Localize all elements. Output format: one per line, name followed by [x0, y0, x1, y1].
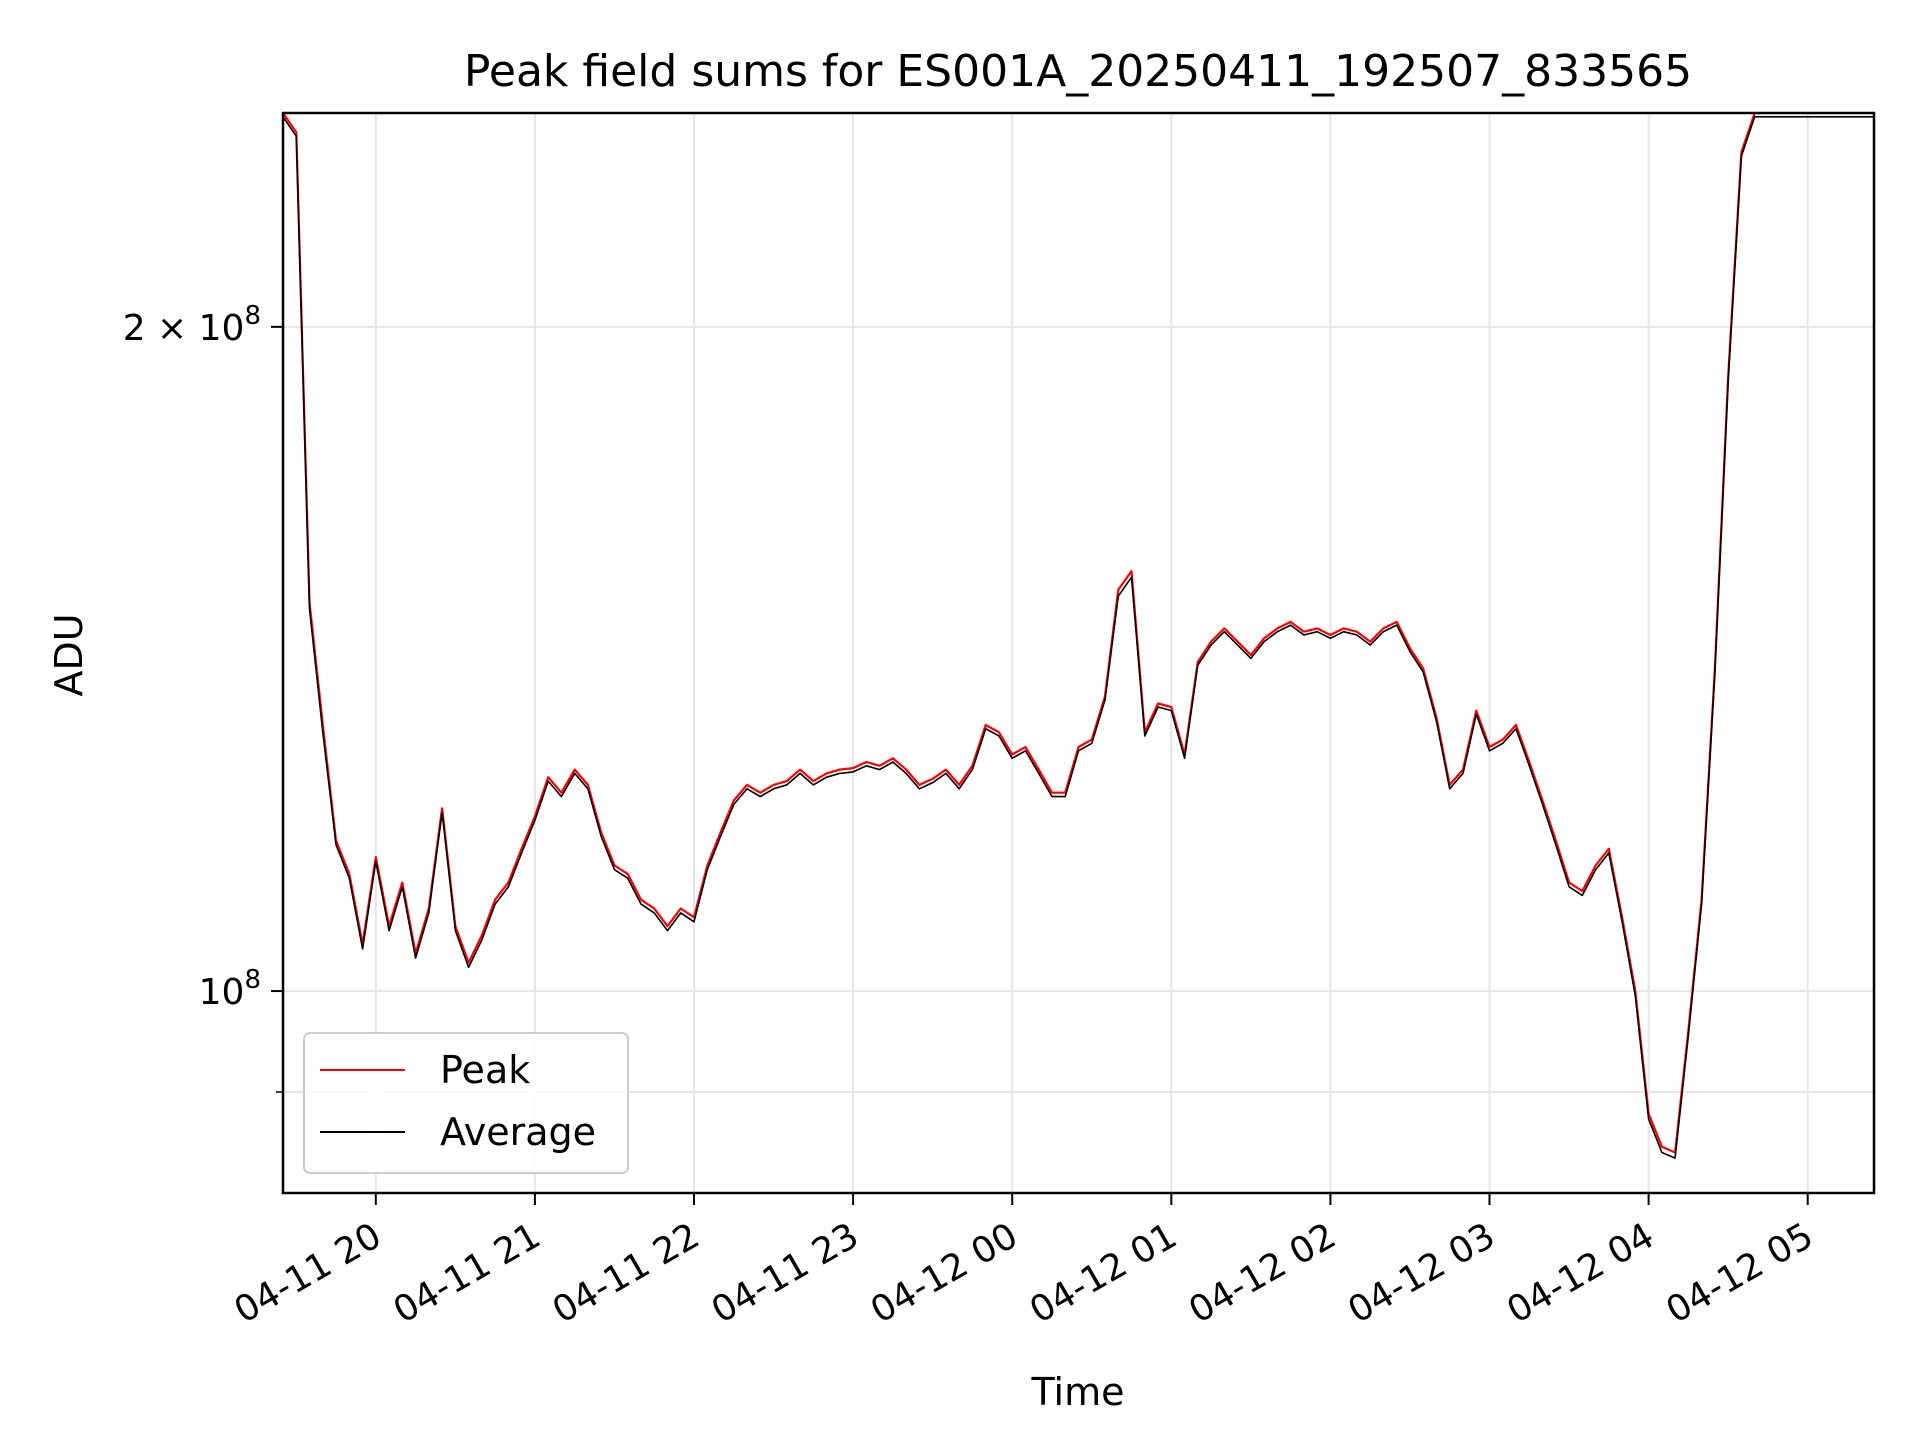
series-line-average [283, 116, 1874, 1159]
legend-label-average: Average [440, 1110, 596, 1154]
grid-lines [283, 113, 1874, 1193]
x-axis-label: Time [1031, 1370, 1125, 1414]
legend-label-peak: Peak [440, 1048, 530, 1092]
legend: Peak Average [303, 1032, 629, 1174]
chart-title: Peak field sums for ES001A_20250411_1925… [464, 46, 1692, 97]
legend-box [303, 1032, 629, 1174]
plot-frame [281, 111, 1876, 1195]
y-tick-label: 108 [199, 965, 261, 1013]
series-lines [283, 113, 1874, 1159]
series-line-peak [283, 113, 1874, 1154]
y-axis-label: ADU [47, 613, 91, 696]
y-axis-ticks: 108 2 × 108 [123, 301, 283, 1093]
y-tick-label: 2 × 108 [123, 301, 261, 349]
